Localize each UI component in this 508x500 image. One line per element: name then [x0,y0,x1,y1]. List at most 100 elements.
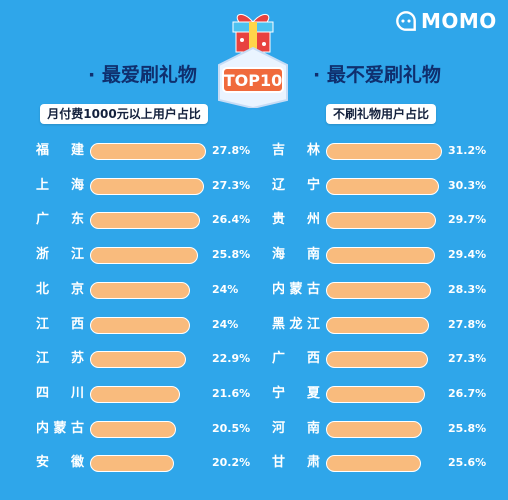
bar-track [90,420,206,438]
bar [326,281,432,299]
bar [326,420,422,438]
category-label: 江西 [36,316,84,332]
data-label: 25.6% [448,456,487,470]
data-label: 22.9% [212,352,251,366]
right-panel-title: · 最不爱刷礼物 [313,64,441,86]
top10-badge: TOP10 [218,14,288,108]
category-label: 安徽 [36,455,84,471]
bar [90,212,201,230]
category-label: 黑龙江 [272,316,320,332]
gift-box-icon [232,14,274,53]
chart-row: 福建 27.8% [36,138,250,164]
data-label: 30.3% [448,178,487,192]
data-label: 29.4% [448,248,487,262]
bar-track [90,212,206,230]
chart-row: 贵州 29.7% [272,207,486,233]
chart-row: 宁夏 26.7% [272,381,486,407]
category-label: 北京 [36,281,84,297]
data-label: 25.8% [448,421,487,435]
chart-row: 安徽 20.2% [36,450,250,476]
category-label: 内蒙古 [36,420,84,436]
bar-track [326,247,442,265]
bar-track [326,177,442,195]
chart-row: 黑龙江 27.8% [272,312,486,338]
bar [90,281,191,299]
category-label: 海南 [272,247,320,263]
bar-track [326,351,442,369]
bar [90,143,206,160]
chart-row: 吉林 31.2% [272,138,486,164]
left-bar-chart: 福建 27.8% 上海 27.3% 广东 26.4% 浙江 25.8% 北京 24% 江西 24% 江苏… [36,138,250,488]
category-label: 内蒙古 [272,281,320,297]
bar-track [326,316,442,334]
bar-track [326,281,442,299]
bar [326,385,426,403]
chart-row: 内蒙古 28.3% [272,277,486,303]
data-label: 25.8% [212,248,251,262]
bar-track [90,351,206,369]
chart-row: 河南 25.8% [272,416,486,442]
chart-row: 广东 26.4% [36,207,250,233]
category-label: 辽宁 [272,177,320,193]
data-label: 26.4% [212,213,251,227]
bar [326,212,437,230]
left-panel-subtitle: 月付费1000元以上用户占比 [40,104,208,124]
chart-row: 江苏 22.9% [36,346,250,372]
data-label: 24% [212,317,239,331]
left-panel-title: · 最爱刷礼物 [88,64,197,86]
chart-row: 四川 21.6% [36,381,250,407]
category-label: 宁夏 [272,385,320,401]
data-label: 27.8% [448,317,487,331]
bar-track [326,212,442,230]
chart-row: 浙江 25.8% [36,242,250,268]
bar [90,385,181,403]
bar-track [90,247,206,265]
category-label: 四川 [36,385,84,401]
bar-track [90,455,206,473]
bar [326,247,436,265]
category-label: 广东 [36,212,84,228]
bar-track [326,143,442,160]
category-label: 上海 [36,177,84,193]
data-label: 27.3% [212,178,251,192]
brand-name: MOMO [421,9,497,33]
data-label: 20.5% [212,421,251,435]
bar-track [90,177,206,195]
bar [326,351,428,369]
chart-row: 海南 29.4% [272,242,486,268]
bar-track [90,143,206,160]
bar [326,316,430,334]
bar-track [326,385,442,403]
category-label: 广西 [272,351,320,367]
chart-row: 广西 27.3% [272,346,486,372]
bar [326,455,422,473]
data-label: 27.3% [448,352,487,366]
bar [90,316,191,334]
data-label: 28.3% [448,282,487,296]
chart-row: 内蒙古 20.5% [36,416,250,442]
data-label: 21.6% [212,386,251,400]
bar [326,177,439,195]
bar [326,143,442,160]
chart-row: 北京 24% [36,277,239,303]
bar [90,247,198,265]
chart-row: 辽宁 30.3% [272,173,486,199]
data-label: 29.7% [448,213,487,227]
data-label: 24% [212,282,239,296]
momo-chat-icon [396,11,416,31]
category-label: 吉林 [272,143,320,158]
bar-track [326,455,442,473]
bar-track [90,281,206,299]
category-label: 福建 [36,143,84,158]
data-label: 20.2% [212,456,251,470]
chart-row: 甘肃 25.6% [272,450,486,476]
bar [90,455,175,473]
chart-row: 上海 27.3% [36,173,250,199]
bar [90,351,186,369]
bar-track [326,420,442,438]
category-label: 贵州 [272,212,320,228]
right-bar-chart: 吉林 31.2% 辽宁 30.3% 贵州 29.7% 海南 29.4% 内蒙古 28.3% 黑龙江 2… [272,138,486,488]
data-label: 31.2% [448,144,487,157]
badge-ribbon [222,67,284,93]
right-panel-subtitle: 不刷礼物用户占比 [326,104,436,124]
